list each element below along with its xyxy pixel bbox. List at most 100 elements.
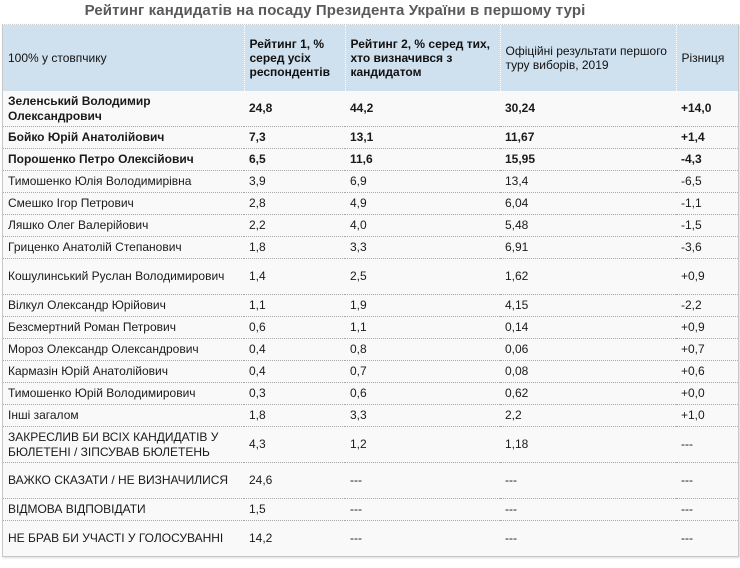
table-row: Тимошенко Юрій Володимирович 0,3 0,6 0,62 +0… [3,382,738,405]
difference-cell: -4,3 [676,148,738,171]
table-row: Ляшко Олег Валерійович 2,2 4,0 5,48 -1,5 [3,214,738,237]
official-result-cell: 0,14 [500,316,676,339]
official-result-cell: 4,15 [500,294,676,317]
difference-cell: +0,9 [676,258,738,295]
difference-cell: -3,6 [676,236,738,259]
difference-cell: +0,7 [676,338,738,361]
rating-2-cell: 0,7 [345,360,500,383]
table-row: Кошулинський Руслан Володимирович 1,4 2,5 1… [3,258,738,295]
candidate-name-cell: Порошенко Петро Олексійович [3,148,244,171]
ratings-table-container: 100% у стовпчику Рейтинг 1, % серед усіх… [2,24,739,557]
difference-cell: +0,0 [676,382,738,405]
candidate-name-cell: Гриценко Анатолій Степанович [3,236,244,259]
header-rating-1: Рейтинг 1, % серед усіх респондентів [244,25,346,91]
header-column-basis: 100% у стовпчику [3,25,245,91]
rating-1-cell: 2,8 [244,192,345,215]
rating-2-cell: 4,0 [345,214,500,237]
candidate-name-cell: Вілкул Олександр Юрійович [3,294,244,317]
official-result-cell: 0,06 [500,338,676,361]
candidate-name-cell: Зеленський Володимир Олександрович [3,91,244,127]
table-row: ЗАКРЕСЛИВ БИ ВСІХ КАНДИДАТІВ У БЮЛЕТЕНІ … [3,426,738,463]
rating-1-cell: 7,3 [244,126,345,149]
candidate-name-cell: ВАЖКО СКАЗАТИ / НЕ ВИЗНАЧИЛИСЯ [3,462,244,499]
difference-cell: +0,9 [676,316,738,339]
official-result-cell: 6,04 [500,192,676,215]
official-result-cell: 6,91 [500,236,676,259]
rating-2-cell: --- [345,498,500,521]
table-row: Мороз Олександр Олександрович 0,4 0,8 0,06 +… [3,338,738,361]
table-body: Зеленський Володимир Олександрович 24,8 44… [3,91,738,556]
difference-cell: +14,0 [676,91,738,127]
difference-cell: +0,6 [676,360,738,383]
rating-1-cell: 3,9 [244,170,345,193]
official-result-cell: 2,2 [500,404,676,427]
table-row: Вілкул Олександр Юрійович 1,1 1,9 4,15 -2,2 [3,294,738,317]
table-row: НЕ БРАВ БИ УЧАСТІ У ГОЛОСУВАННІ 14,2 --- --… [3,521,738,557]
official-result-cell: --- [500,462,676,499]
official-result-cell: 13,4 [500,170,676,193]
rating-1-cell: 0,4 [244,338,345,361]
rating-2-cell: --- [345,462,500,499]
rating-2-cell: 1,2 [345,426,500,463]
difference-cell: --- [676,462,738,499]
header-official-results: Офіційні результати першого туру виборів… [500,25,677,91]
candidate-name-cell: Безсмертний Роман Петрович [3,316,244,339]
rating-2-cell: 2,5 [345,258,500,295]
rating-1-cell: 24,6 [244,462,345,499]
rating-2-cell: 1,1 [345,316,500,339]
table-row: ВАЖКО СКАЗАТИ / НЕ ВИЗНАЧИЛИСЯ 24,6 --- ---… [3,462,738,499]
official-result-cell: --- [505,531,517,545]
difference-cell: --- [676,426,738,463]
official-result-cell: --- [500,498,676,521]
header-rating-2: Рейтинг 2, % серед тих, хто визначився з… [345,25,501,91]
table-row: Тимошенко Юлія Володимирівна 3,9 6,9 13,4 -6… [3,170,738,193]
difference-cell: --- [681,531,693,545]
table-row: Порошенко Петро Олексійович 6,5 11,6 15,95-… [3,148,738,171]
rating-1-cell: 4,3 [244,426,345,463]
table-row: Гриценко Анатолій Степанович 1,8 3,3 6,91 -3… [3,236,738,259]
rating-1-cell: 0,3 [244,382,345,405]
table-row: Безсмертний Роман Петрович 0,6 1,1 0,14 +0,9 [3,316,738,339]
candidate-name-cell: Бойко Юрій Анатолійович [3,126,244,149]
official-result-cell: 0,62 [500,382,676,405]
candidate-name-cell: Тимошенко Юлія Володимирівна [3,170,244,193]
candidate-name-cell: Смешко Ігор Петрович [3,192,244,215]
candidate-name-cell: Кармазін Юрій Анатолійович [3,360,244,383]
rating-2-cell: 1,9 [345,294,500,317]
table-row: Бойко Юрій Анатолійович 7,3 13,1 11,67 +1,4 [3,126,738,149]
candidate-name-cell: Ляшко Олег Валерійович [3,214,244,237]
official-result-cell: 1,62 [500,258,676,295]
table-title: Рейтинг кандидатів на посаду Президента … [84,2,586,19]
difference-cell: +1,4 [676,126,738,149]
official-result-cell: 15,95 [500,148,676,171]
candidate-name-cell: Тимошенко Юрій Володимирович [3,382,244,405]
difference-cell: --- [676,498,738,521]
difference-cell: -6,5 [676,170,738,193]
rating-1-cell: 1,5 [244,498,345,521]
rating-1-cell: 6,5 [244,148,345,171]
rating-2-cell: 44,2 [345,91,500,127]
candidate-name-cell: Мороз Олександр Олександрович [3,338,244,361]
candidate-name-cell: Інші загалом [3,404,244,427]
rating-1-cell: 1,8 [244,236,345,259]
official-result-cell: 5,48 [500,214,676,237]
rating-2-cell: 11,6 [345,148,500,171]
rating-2-cell: 0,8 [345,338,500,361]
header-row: 100% у стовпчику Рейтинг 1, % серед усіх… [3,25,738,91]
table-row: Зеленський Володимир Олександрович 24,8 44… [3,91,738,127]
rating-1-cell: 14,2 [249,531,273,545]
table-row: ВІДМОВА ВІДПОВІДАТИ 1,5 --- --- --- [3,498,738,521]
difference-cell: -1,5 [676,214,738,237]
official-result-cell: 1,18 [500,426,676,463]
official-result-cell: 0,08 [500,360,676,383]
rating-2-cell: 3,3 [345,404,500,427]
header-difference: Різниця [676,25,738,91]
difference-cell: -2,2 [676,294,738,317]
candidate-name-cell: ВІДМОВА ВІДПОВІДАТИ [3,498,244,521]
rating-2-cell: 6,9 [345,170,500,193]
rating-1-cell: 1,8 [244,404,345,427]
rating-2-cell: 0,6 [345,382,500,405]
difference-cell: +1,0 [676,404,738,427]
table-row: Смешко Ігор Петрович 2,8 4,9 6,04 -1,1 [3,192,738,215]
rating-1-cell: 24,8 [244,91,345,127]
